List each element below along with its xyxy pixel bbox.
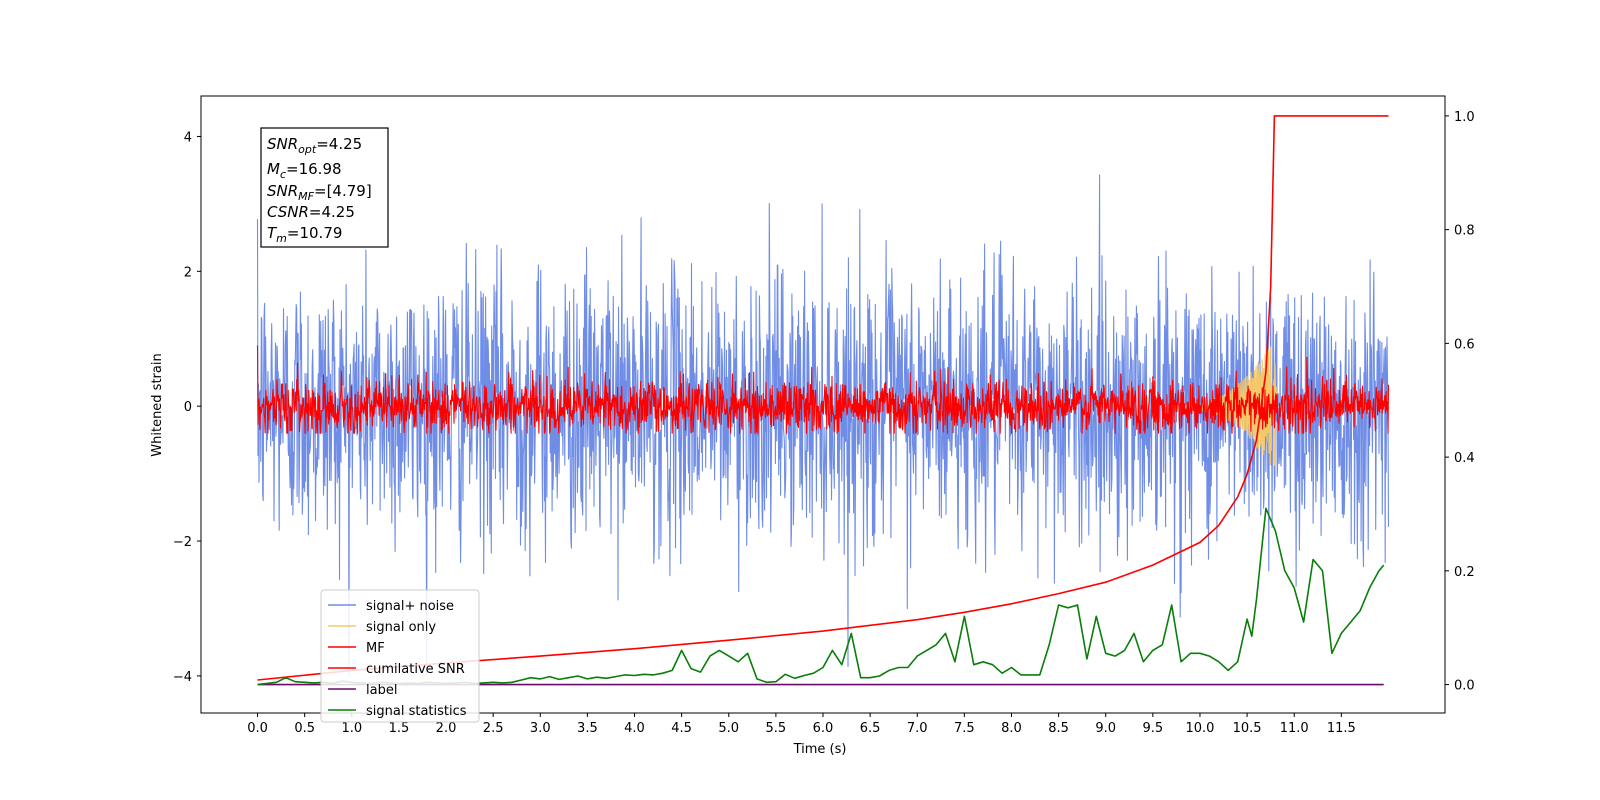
y-tick-right-label: 0.4 — [1454, 451, 1475, 466]
series-mf-line — [256, 345, 1390, 434]
x-tick-label: 1.0 — [341, 721, 362, 736]
y-tick-right-label: 0.2 — [1454, 565, 1475, 580]
series-signal-noise-line — [256, 174, 1390, 677]
x-ticks: 0.0 0.5 1.0 1.5 2.0 2.5 3.0 3.5 4.0 4.5 5.0 5.5 6.0 6… — [247, 713, 1356, 736]
y-ticks-left: 4 2 0 −2 −4 — [173, 130, 201, 685]
legend-item-label: label — [328, 683, 397, 698]
x-tick-label: 4.0 — [624, 721, 645, 736]
legend-label-mf: MF — [366, 641, 385, 656]
legend-item-signal-statistics: signal statistics — [328, 704, 467, 719]
info-snr-mf: SNRMF=[4.79] — [267, 182, 372, 203]
x-tick-label: 6.5 — [860, 721, 881, 736]
y-tick-left-label: −4 — [173, 670, 192, 685]
info-box-frame — [260, 127, 389, 248]
legend-label-label: label — [366, 683, 397, 698]
legend-frame — [320, 589, 480, 723]
x-axis-label: Time (s) — [793, 742, 847, 757]
x-tick-label: 2.0 — [436, 721, 457, 736]
legend-label-signal-statistics: signal statistics — [366, 704, 467, 719]
x-tick-label: 0.5 — [294, 721, 315, 736]
x-tick-label: 7.5 — [954, 721, 975, 736]
info-csnr: CSNR=4.25 — [267, 203, 355, 221]
x-tick-label: 7.0 — [907, 721, 928, 736]
info-tm: Tm=10.79 — [267, 224, 342, 245]
y-tick-left-label: 0 — [184, 400, 192, 415]
x-tick-label: 5.5 — [766, 721, 787, 736]
y-tick-right-label: 0.6 — [1454, 337, 1475, 352]
x-tick-label: 11.0 — [1280, 721, 1309, 736]
info-box: SNRopt=4.25 Mc=16.98 SNRMF=[4.79] CSNR=4… — [260, 127, 389, 248]
legend-label-signal-noise: signal+ noise — [366, 599, 454, 614]
y-tick-right-label: 1.0 — [1454, 110, 1475, 125]
y-tick-left-label: −2 — [173, 535, 192, 550]
legend-item-mf: MF — [328, 641, 385, 656]
x-tick-label: 2.5 — [483, 721, 504, 736]
legend: signal+ noise signal only MF cumilative … — [320, 589, 480, 723]
x-tick-label: 3.5 — [577, 721, 598, 736]
x-tick-label: 5.0 — [718, 721, 739, 736]
info-snr-opt: SNRopt=4.25 — [267, 135, 362, 156]
x-tick-label: 3.0 — [530, 721, 551, 736]
y-tick-right-label: 0.0 — [1454, 679, 1475, 694]
y-tick-left-label: 4 — [184, 130, 192, 145]
y-ticks-right: 1.0 0.8 0.6 0.4 0.2 0.0 — [1445, 110, 1475, 694]
series-cumulative-snr-line — [257, 115, 1389, 681]
legend-item-cumulative-snr: cumilative SNR — [328, 662, 465, 677]
x-tick-label: 9.0 — [1095, 721, 1116, 736]
legend-label-signal-only: signal only — [366, 620, 436, 635]
legend-label-cumulative-snr: cumilative SNR — [366, 662, 465, 677]
y-tick-right-label: 0.8 — [1454, 224, 1475, 239]
y-axis-label-left: Whitened strain — [150, 353, 165, 456]
x-tick-label: 1.5 — [389, 721, 410, 736]
x-tick-label: 4.5 — [671, 721, 692, 736]
legend-item-signal-noise: signal+ noise — [328, 599, 454, 614]
x-tick-label: 11.5 — [1327, 721, 1356, 736]
x-tick-label: 10.0 — [1185, 721, 1214, 736]
y-tick-left-label: 2 — [184, 265, 192, 280]
x-tick-label: 0.0 — [247, 721, 268, 736]
x-tick-label: 9.5 — [1143, 721, 1164, 736]
x-tick-label: 8.0 — [1001, 721, 1022, 736]
info-mc: Mc=16.98 — [267, 160, 342, 181]
legend-item-signal-only: signal only — [328, 620, 436, 635]
x-tick-label: 6.0 — [813, 721, 834, 736]
x-tick-label: 8.5 — [1048, 721, 1069, 736]
x-tick-label: 10.5 — [1233, 721, 1262, 736]
